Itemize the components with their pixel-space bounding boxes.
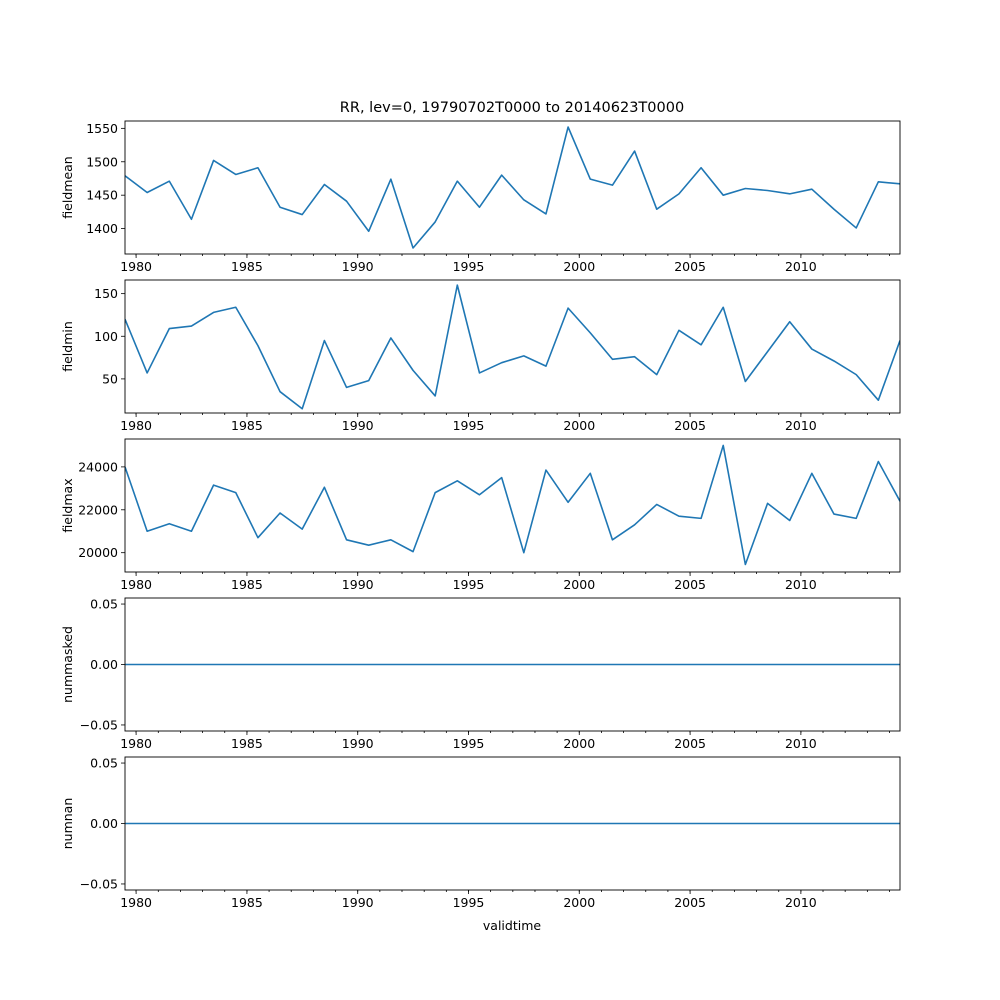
figure-title: RR, lev=0, 19790702T0000 to 20140623T000… (340, 100, 684, 116)
x-tick-label: 2000 (563, 895, 595, 910)
x-tick-label: 1990 (342, 259, 374, 274)
x-tick-label: 1985 (231, 895, 263, 910)
x-tick-label: 2010 (785, 736, 817, 751)
y-axis-label: fieldmax (60, 478, 75, 532)
y-tick-label: 0.00 (90, 816, 118, 831)
x-tick-label: 2000 (563, 736, 595, 751)
y-tick-label: −0.05 (80, 876, 118, 891)
x-tick-label: 1980 (120, 259, 152, 274)
x-tick-label: 1980 (120, 577, 152, 592)
x-tick-label: 1985 (231, 259, 263, 274)
panel-nummasked: 1980 1985 1990 1995 2000 2005 2010 −0.05 0.00 0.0… (60, 597, 901, 751)
x-tick-label: 1980 (120, 895, 152, 910)
x-tick-label: 1995 (453, 736, 485, 751)
y-tick-label: 50 (102, 371, 118, 386)
y-tick-label: 100 (94, 329, 118, 344)
y-tick-label: 0.05 (90, 597, 118, 612)
y-tick-label: 150 (94, 286, 118, 301)
x-tick-label: 2005 (674, 736, 706, 751)
axes-frame (124, 438, 901, 573)
series-line (125, 284, 900, 410)
x-tick-label: 1980 (120, 736, 152, 751)
x-tick-label: 1990 (342, 895, 374, 910)
x-tick-label: 1990 (342, 418, 374, 433)
y-axis-label: nummasked (60, 626, 75, 703)
x-tick-label: 2010 (785, 259, 817, 274)
x-tick-label: 1990 (342, 577, 374, 592)
panels: 1980 1985 1990 1995 2000 2005 2010140014501500… (60, 120, 901, 910)
x-tick-label: 1980 (120, 418, 152, 433)
axes-frame (124, 756, 901, 891)
x-tick-label: 2010 (785, 418, 817, 433)
x-tick-label: 1995 (453, 895, 485, 910)
y-tick-label: 0.05 (90, 756, 118, 771)
axes-frame (124, 279, 901, 414)
axes-frame (124, 120, 901, 255)
x-tick-label: 2010 (785, 895, 817, 910)
series-line (125, 126, 900, 249)
x-tick-label: 2000 (563, 577, 595, 592)
x-tick-label: 2005 (674, 895, 706, 910)
x-tick-label: 2000 (563, 418, 595, 433)
x-tick-label: 2010 (785, 577, 817, 592)
y-axis-label: fieldmin (60, 321, 75, 372)
y-axis-label: fieldmean (60, 156, 75, 218)
y-tick-label: 20000 (78, 545, 118, 560)
series-line (125, 444, 900, 566)
x-tick-label: 1985 (231, 736, 263, 751)
y-tick-label: 1550 (86, 121, 118, 136)
panel-fieldmean: 1980 1985 1990 1995 2000 2005 2010 1400 1450 1500… (60, 120, 901, 274)
x-tick-label: 1985 (231, 418, 263, 433)
axes-frame (124, 597, 901, 732)
x-tick-label: 1990 (342, 736, 374, 751)
x-axis-label: validtime (483, 918, 541, 933)
panel-fieldmin: 1980 1985 1990 1995 2000 2005 2010 50 100 150 fiel… (60, 279, 901, 433)
panel-numnan: 1980 1985 1990 1995 2000 2005 2010 −0.05 0.00 0.0… (60, 756, 901, 910)
x-tick-label: 2000 (563, 259, 595, 274)
panel-fieldmax: 1980 1985 1990 1995 2000 2005 2010 20000 22000 24… (60, 438, 901, 592)
x-tick-label: 2005 (674, 259, 706, 274)
x-tick-label: 2005 (674, 577, 706, 592)
y-axis-label: numnan (60, 798, 75, 850)
x-tick-label: 2005 (674, 418, 706, 433)
x-tick-label: 1995 (453, 577, 485, 592)
y-tick-label: 0.00 (90, 657, 118, 672)
y-tick-label: 22000 (78, 502, 118, 517)
y-tick-label: 1450 (86, 188, 118, 203)
y-tick-label: 1500 (86, 154, 118, 169)
y-tick-label: 1400 (86, 221, 118, 236)
x-tick-label: 1985 (231, 577, 263, 592)
x-tick-label: 1995 (453, 259, 485, 274)
y-tick-label: 24000 (78, 459, 118, 474)
x-tick-label: 1995 (453, 418, 485, 433)
y-tick-label: −0.05 (80, 717, 118, 732)
